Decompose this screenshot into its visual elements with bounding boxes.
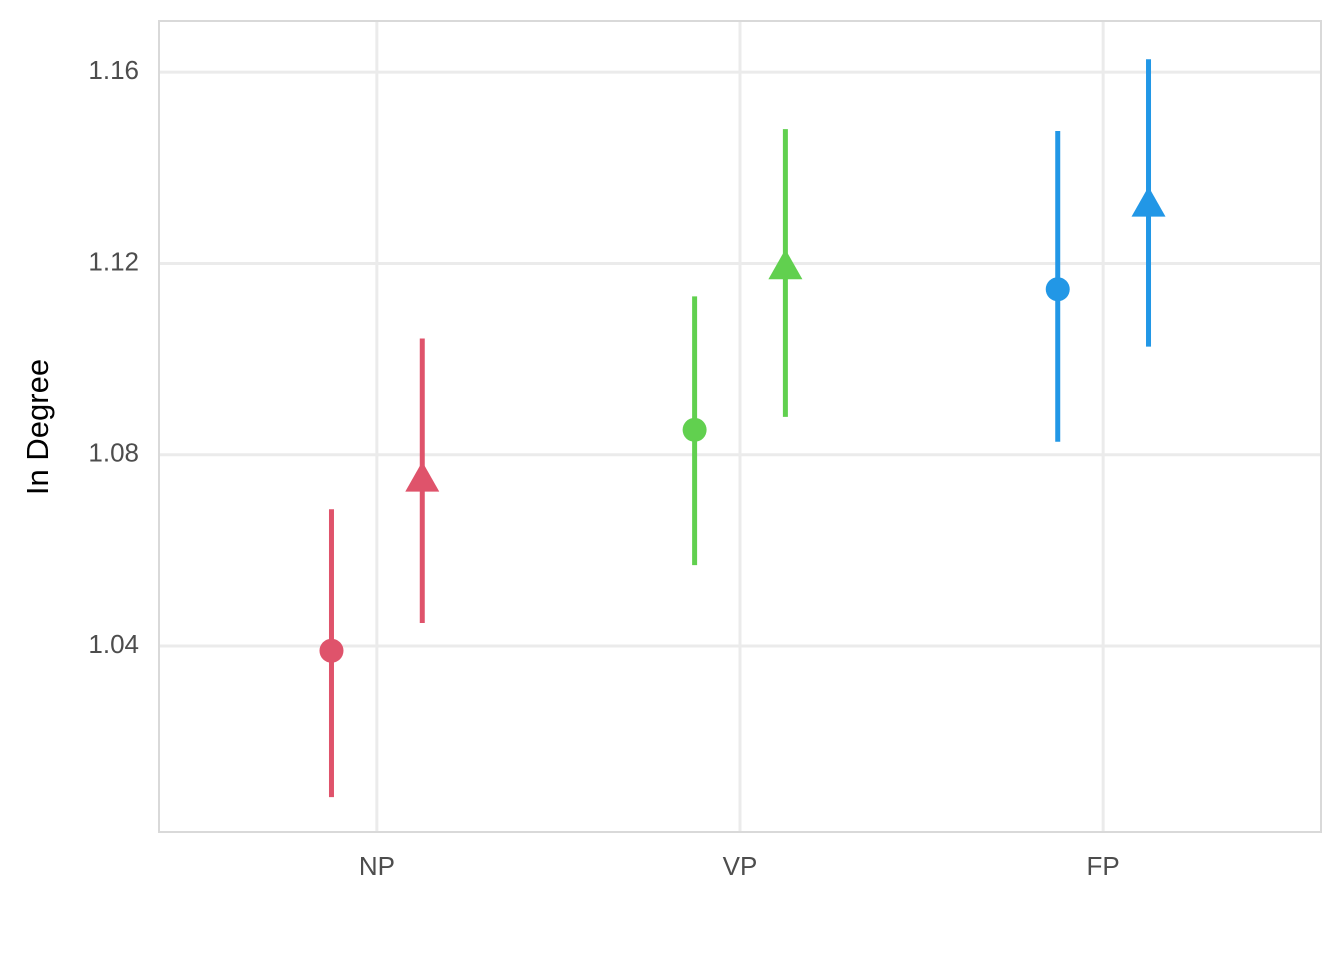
y-axis-title: In Degree xyxy=(20,359,55,495)
x-tick-label: FP xyxy=(1087,851,1120,881)
point xyxy=(768,249,803,280)
x-tick-label: VP xyxy=(723,851,758,881)
point xyxy=(1131,186,1166,217)
point xyxy=(319,638,344,663)
y-tick-label: 1.12 xyxy=(88,246,139,276)
x-tick-label: NP xyxy=(359,851,395,881)
y-tick-label: 1.08 xyxy=(88,438,139,468)
y-tick-label: 1.16 xyxy=(88,55,139,85)
y-tick-label: 1.04 xyxy=(88,629,139,659)
panel-border xyxy=(158,20,1322,833)
point xyxy=(405,461,440,492)
point xyxy=(682,417,707,442)
point xyxy=(1045,277,1070,302)
